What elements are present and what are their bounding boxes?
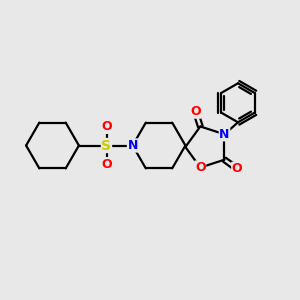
Text: N: N [219,128,230,141]
Text: S: S [101,139,112,152]
Text: N: N [128,139,138,152]
Text: O: O [232,162,242,176]
Text: O: O [101,120,112,134]
Text: O: O [190,105,201,118]
Text: O: O [101,158,112,171]
Text: O: O [195,161,206,174]
